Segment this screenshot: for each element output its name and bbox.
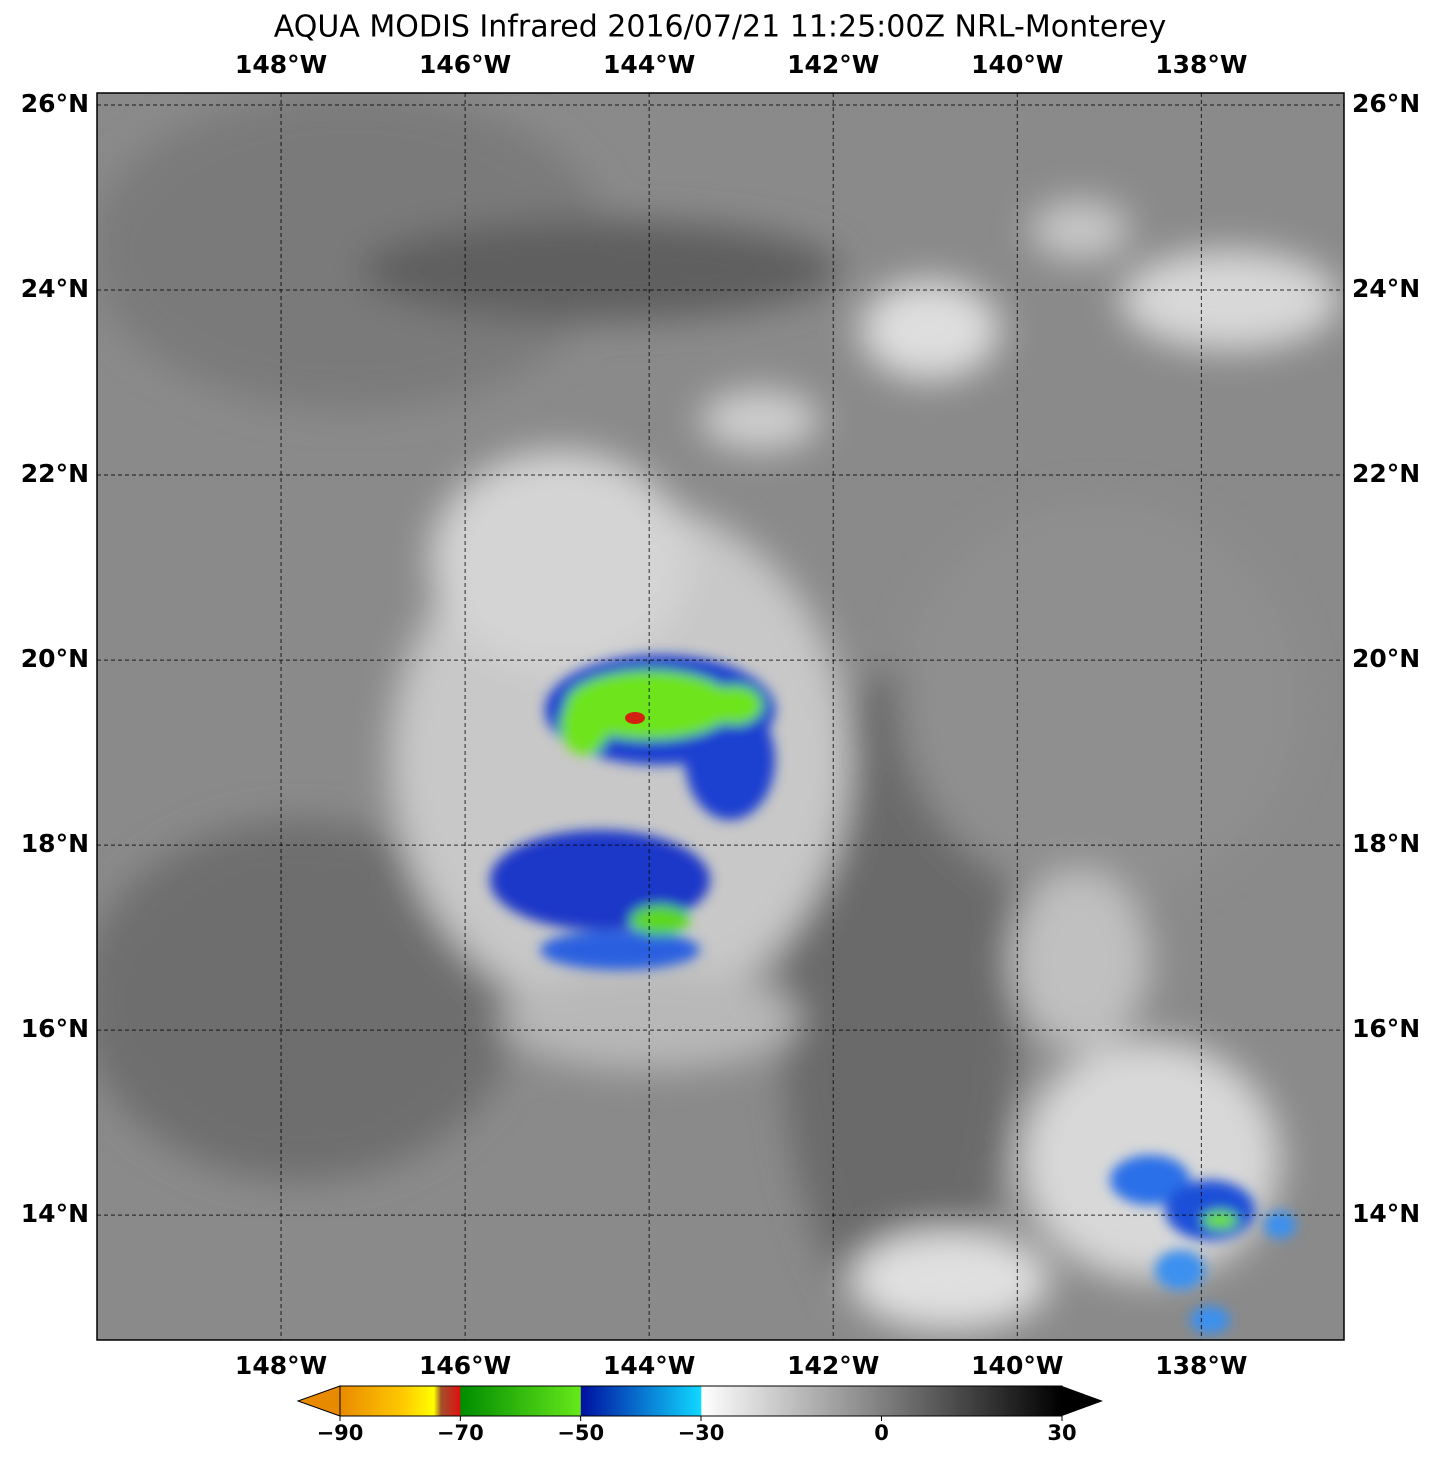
colorbar-label: −90 (317, 1421, 364, 1445)
lon-label-bottom: 148°W (235, 1351, 327, 1380)
lat-label-right: 22°N (1352, 459, 1420, 488)
lon-label-top: 148°W (235, 50, 327, 79)
lon-label-bottom: 138°W (1155, 1351, 1247, 1380)
lon-label-top: 138°W (1155, 50, 1247, 79)
lat-label-right: 14°N (1352, 1199, 1420, 1228)
lat-label-left: 24°N (21, 274, 89, 303)
lon-label-bottom: 140°W (971, 1351, 1063, 1380)
lon-label-bottom: 142°W (787, 1351, 879, 1380)
lat-label-right: 24°N (1352, 274, 1420, 303)
eye-core (625, 712, 645, 724)
lon-label-top: 142°W (787, 50, 879, 79)
colorbar-label: 30 (1047, 1421, 1076, 1445)
lon-label-top: 146°W (419, 50, 511, 79)
satellite-image (97, 93, 1344, 1340)
colorbar-label: −50 (557, 1421, 604, 1445)
map-frame (96, 92, 1345, 1341)
colorbar-label: 0 (874, 1421, 889, 1445)
colorbar-label: −70 (437, 1421, 484, 1445)
lat-label-left: 26°N (21, 89, 89, 118)
colorbar-label: −30 (678, 1421, 725, 1445)
lat-label-left: 18°N (21, 829, 89, 858)
lat-label-right: 20°N (1352, 644, 1420, 673)
lat-label-right: 16°N (1352, 1014, 1420, 1043)
colorbar-max-arrow (1062, 1386, 1103, 1416)
lon-label-bottom: 146°W (419, 1351, 511, 1380)
lat-label-right: 26°N (1352, 89, 1420, 118)
colorbar-min-arrow (296, 1385, 341, 1417)
title: AQUA MODIS Infrared 2016/07/21 11:25:00Z… (274, 10, 1166, 45)
colorbar (339, 1385, 1063, 1417)
lon-label-top: 140°W (971, 50, 1063, 79)
lon-label-bottom: 144°W (603, 1351, 695, 1380)
lat-label-left: 14°N (21, 1199, 89, 1228)
lat-label-left: 22°N (21, 459, 89, 488)
lat-label-left: 20°N (21, 644, 89, 673)
lat-label-left: 16°N (21, 1014, 89, 1043)
lat-label-right: 18°N (1352, 829, 1420, 858)
lon-label-top: 144°W (603, 50, 695, 79)
